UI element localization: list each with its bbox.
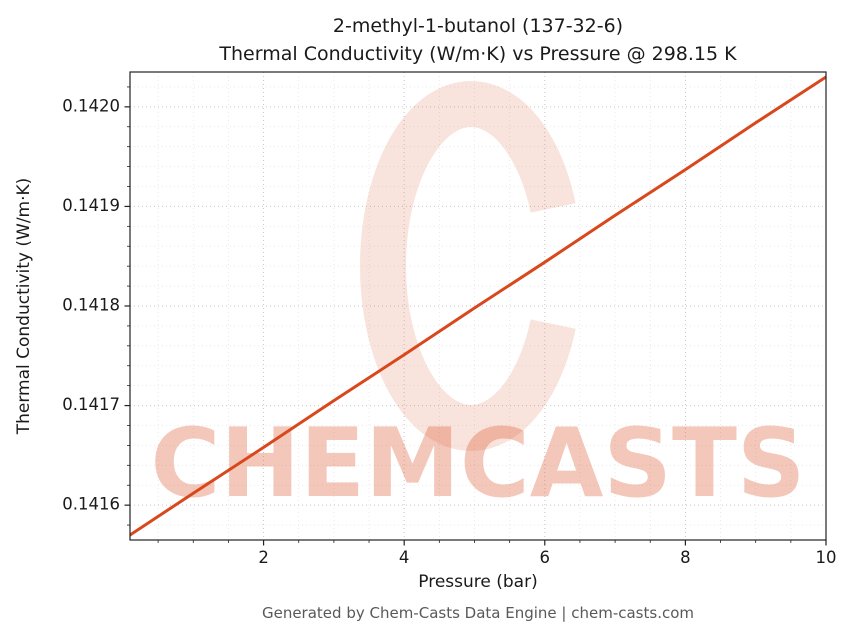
- y-axis-label: Thermal Conductivity (W/m·K): [14, 177, 34, 435]
- x-tick-label: 10: [816, 548, 837, 567]
- watermark-text: CHEMCASTS: [151, 409, 806, 519]
- x-axis-label: Pressure (bar): [418, 572, 538, 592]
- watermark-ring-icon: [360, 81, 576, 451]
- watermark: CHEMCASTS: [151, 81, 806, 519]
- x-tick-label: 4: [399, 548, 410, 567]
- y-tick-label: 0.1417: [62, 395, 120, 414]
- x-tick-label: 8: [680, 548, 691, 567]
- x-tick-label: 6: [540, 548, 551, 567]
- y-tick-label: 0.1420: [62, 96, 120, 115]
- chart-title-line1: 2-methyl-1-butanol (137-32-6): [332, 15, 624, 37]
- footer-credit: Generated by Chem-Casts Data Engine | ch…: [261, 604, 695, 622]
- y-tick-label: 0.1419: [62, 196, 120, 215]
- x-tick-label: 2: [258, 548, 269, 567]
- y-tick-label: 0.1418: [62, 296, 120, 315]
- series-line: [130, 75, 826, 537]
- chart-title-line2: Thermal Conductivity (W/m·K) vs Pressure…: [219, 43, 737, 65]
- chart-title: 2-methyl-1-butanol (137-32-6) Thermal Co…: [130, 12, 826, 68]
- y-tick-label: 0.1416: [62, 495, 120, 514]
